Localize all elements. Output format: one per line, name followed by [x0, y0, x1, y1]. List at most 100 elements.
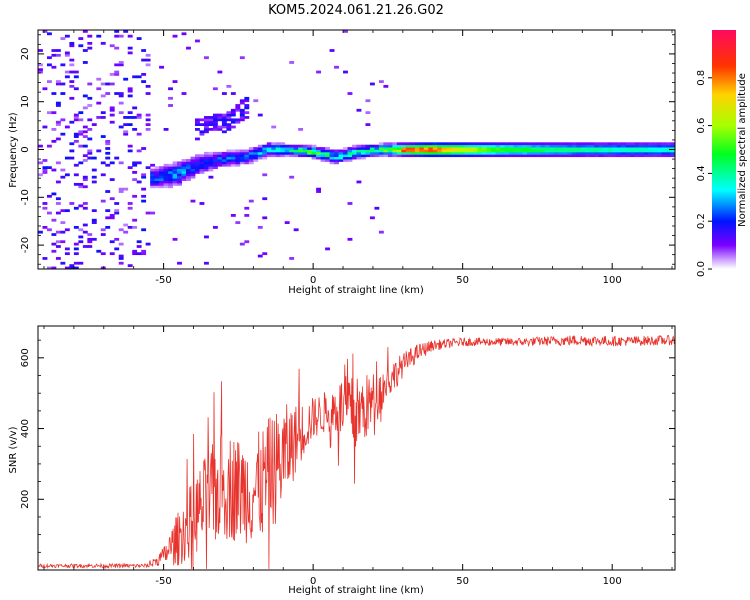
- spectrogram-cell: [177, 178, 182, 181]
- spectrogram-cell: [118, 257, 124, 260]
- spectrogram-cell: [594, 144, 600, 148]
- spectrogram-cell: [544, 149, 550, 153]
- spectrogram-cell: [226, 118, 232, 122]
- spectrogram-cell: [325, 159, 330, 162]
- spectrogram-cell: [239, 116, 245, 119]
- spectrogram-cell: [298, 151, 304, 155]
- spectrogram-panel: -50 0 50 100 -20 -10 0 10 20 Height of straight…: [8, 29, 676, 296]
- spectrogram-cell: [616, 142, 622, 146]
- spectrogram-cell: [621, 149, 627, 153]
- spectrogram-cell: [517, 144, 523, 148]
- spectrogram-cell: [325, 156, 330, 160]
- spectrogram-cell: [212, 125, 218, 129]
- spectrogram-cell: [212, 127, 218, 131]
- spectrogram-cell: [230, 149, 236, 153]
- spectrogram-cell: [320, 154, 326, 158]
- spectrogram-cell: [248, 161, 254, 165]
- spectrogram-cell: [266, 149, 272, 153]
- spectrogram-cell: [46, 228, 52, 232]
- spectrogram-cell: [347, 156, 353, 160]
- spectrogram-cell: [239, 108, 245, 112]
- spectrogram-cell: [64, 266, 70, 270]
- spectrogram-cell: [87, 41, 93, 45]
- spectrogram-y-ticks: -20 -10 0 10 20: [20, 34, 675, 265]
- spectrogram-cell: [239, 99, 245, 103]
- spectrogram-cell: [105, 142, 111, 146]
- spectrogram-cell: [208, 168, 214, 172]
- spectrogram-cell: [239, 151, 245, 155]
- spectrogram-cell: [100, 135, 106, 138]
- spectrogram-cell: [535, 144, 541, 148]
- spectrogram-y-tick-label: -20: [20, 237, 31, 253]
- spectrogram-cell: [235, 156, 241, 160]
- spectrogram-cell: [387, 151, 393, 155]
- spectrogram-cell: [46, 56, 52, 60]
- spectrogram-cell: [639, 154, 644, 158]
- spectrogram-cell: [612, 149, 618, 153]
- spectrogram-cell: [199, 166, 205, 170]
- spectrogram-cell: [82, 202, 88, 205]
- spectrogram-cell: [87, 151, 93, 155]
- colorbar-tick-label: 0.2: [696, 213, 707, 229]
- spectrogram-cell: [549, 154, 555, 158]
- spectrogram-cell: [203, 151, 209, 155]
- spectrogram-x-tick-label: -50: [155, 275, 171, 286]
- spectrogram-cell: [571, 144, 577, 148]
- spectrogram-cell: [159, 182, 165, 186]
- spectrogram-cell: [634, 144, 640, 148]
- spectrogram-cell: [91, 221, 97, 224]
- spectrogram-cell: [576, 154, 582, 158]
- spectrogram-cell: [369, 151, 375, 155]
- spectrogram-cell: [446, 147, 452, 150]
- spectrogram-cell: [334, 156, 339, 160]
- spectrogram-cell: [598, 142, 604, 146]
- spectrogram-cell: [347, 151, 353, 155]
- spectrogram-cell: [378, 80, 384, 83]
- snr-series-line: [38, 334, 675, 570]
- spectrogram-cell: [145, 53, 151, 57]
- spectrogram-cell: [46, 32, 52, 36]
- spectrogram-cell: [343, 151, 348, 155]
- spectrogram-cell: [118, 61, 124, 64]
- spectrogram-cell: [343, 147, 348, 150]
- spectrogram-cell: [87, 156, 93, 160]
- spectrogram-cell: [150, 180, 156, 184]
- colorbar-label: Normalized spectral amplitude: [737, 73, 748, 227]
- spectrogram-cell: [145, 113, 151, 117]
- spectrogram-cell: [643, 154, 649, 158]
- spectrogram-cell: [589, 151, 595, 155]
- spectrogram-cell: [168, 185, 173, 189]
- spectrogram-cell: [648, 149, 653, 153]
- spectrogram-cell: [526, 154, 532, 158]
- spectrogram-cell: [212, 151, 218, 155]
- spectrogram-cell: [621, 151, 627, 155]
- spectrogram-cell: [378, 151, 384, 155]
- spectrogram-cell: [374, 154, 380, 158]
- spectrogram-cell: [230, 151, 236, 155]
- spectrogram-cell: [159, 168, 165, 172]
- spectrogram-cell: [347, 159, 353, 162]
- spectrogram-cell: [271, 154, 277, 158]
- spectrogram-cell: [544, 144, 550, 148]
- spectrogram-cell: [491, 147, 496, 150]
- spectrogram-cell: [212, 116, 218, 119]
- spectrogram-cell: [401, 151, 407, 155]
- spectrogram-cell: [190, 156, 196, 160]
- spectrogram-cell: [114, 156, 120, 160]
- spectrogram-cell: [163, 182, 169, 186]
- spectrogram-cell: [154, 180, 160, 184]
- spectrogram-cell: [181, 175, 187, 179]
- spectrogram-cell: [145, 118, 151, 122]
- spectrogram-cell: [136, 149, 142, 153]
- spectrogram-cell: [217, 154, 223, 158]
- spectrogram-cell: [123, 123, 129, 126]
- spectrogram-cell: [553, 154, 559, 158]
- spectrogram-cell: [562, 144, 568, 148]
- spectrogram-cell: [181, 159, 187, 162]
- spectrogram-cell: [509, 154, 514, 158]
- spectrogram-cell: [652, 147, 658, 150]
- spectrogram-cell: [221, 163, 227, 167]
- spectrogram-cell: [589, 149, 595, 153]
- spectrogram-cell: [571, 149, 577, 153]
